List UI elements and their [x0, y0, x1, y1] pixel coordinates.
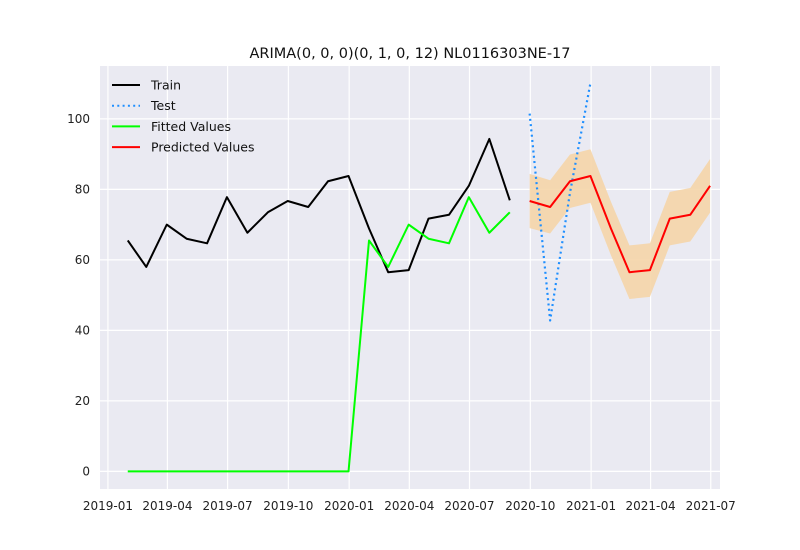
y-tick-label: 80 [75, 182, 90, 196]
confidence-band [529, 149, 711, 300]
confidence-band-layer [529, 149, 711, 300]
series-fitted-values-line [127, 196, 511, 473]
series-layer [126, 82, 711, 473]
y-axis-ticks: 0 20 40 60 80 100 [67, 112, 90, 479]
x-tick-label: 2019-10 [263, 499, 313, 513]
x-tick-label: 2019-07 [202, 499, 252, 513]
series-predicted-values-line [529, 174, 711, 274]
x-tick-label: 2020-07 [444, 499, 494, 513]
legend-label: Predicted Values [151, 140, 255, 155]
x-tick-label: 2019-04 [142, 499, 192, 513]
y-tick-label: 100 [67, 112, 90, 126]
y-tick-label: 0 [82, 464, 90, 478]
plot-area [100, 66, 720, 489]
y-tick-label: 40 [75, 323, 90, 337]
legend-label: Test [150, 98, 176, 113]
x-axis-ticks: 2019-01 2019-04 2019-07 2019-10 2020-01 2020-… [83, 499, 736, 513]
legend-label: Fitted Values [151, 119, 231, 134]
chart-title: ARIMA(0, 0, 0)(0, 1, 0, 12) NL0116303NE-… [249, 46, 570, 62]
x-tick-label: 2021-07 [686, 499, 736, 513]
x-tick-label: 2020-01 [324, 499, 374, 513]
x-tick-label: 2019-01 [83, 499, 133, 513]
y-tick-label: 20 [75, 394, 90, 408]
grid [100, 66, 720, 489]
legend-label: Train [150, 78, 181, 93]
series-train-line [126, 137, 511, 274]
x-tick-label: 2020-10 [505, 499, 555, 513]
series-test-line [528, 82, 592, 322]
x-tick-label: 2020-04 [384, 499, 434, 513]
x-tick-label: 2021-04 [626, 499, 676, 513]
legend: Train Test Fitted Values Predicted Values [112, 78, 255, 155]
x-tick-label: 2021-01 [566, 499, 616, 513]
y-tick-label: 60 [75, 253, 90, 267]
